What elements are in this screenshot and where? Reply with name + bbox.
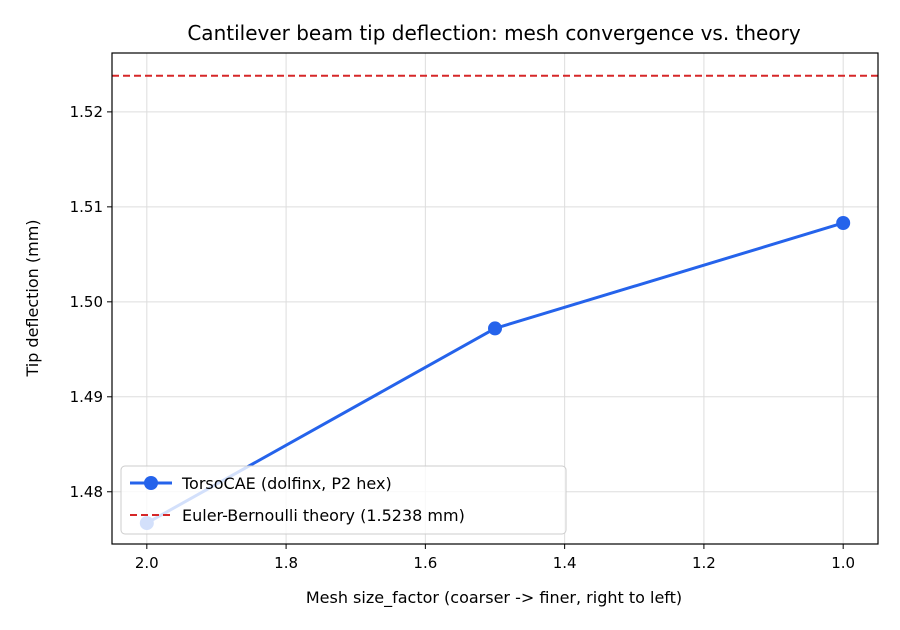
y-tick-label: 1.49 (70, 388, 103, 406)
x-tick-label: 1.4 (553, 554, 577, 572)
x-tick-label: 1.6 (413, 554, 437, 572)
simulation-data-point (836, 215, 851, 230)
legend: TorsoCAE (dolfinx, P2 hex) Euler-Bernoul… (120, 465, 567, 535)
y-tick-label: 1.51 (70, 198, 103, 216)
y-tick-label: 1.48 (70, 483, 103, 501)
y-tick-label: 1.52 (70, 103, 103, 121)
legend-marker-simulation (144, 476, 158, 490)
x-axis: 2.0 1.8 1.6 1.4 1.2 1.0 (135, 544, 855, 572)
chart-title: Cantilever beam tip deflection: mesh con… (187, 21, 800, 45)
y-axis-label: Tip deflection (mm) (23, 219, 42, 377)
legend-label-simulation: TorsoCAE (dolfinx, P2 hex) (181, 474, 392, 493)
x-tick-label: 2.0 (135, 554, 159, 572)
legend-box (120, 465, 567, 535)
simulation-data-point (488, 321, 502, 336)
y-tick-label: 1.50 (70, 293, 103, 311)
x-tick-label: 1.2 (692, 554, 716, 572)
x-axis-label: Mesh size_factor (coarser -> finer, righ… (306, 588, 682, 608)
legend-label-theory: Euler-Bernoulli theory (1.5238 mm) (182, 506, 465, 525)
plot-frame (111, 52, 879, 545)
y-axis: 1.48 1.49 1.50 1.51 1.52 (70, 103, 112, 501)
x-tick-label: 1.0 (831, 554, 855, 572)
x-tick-label: 1.8 (274, 554, 298, 572)
